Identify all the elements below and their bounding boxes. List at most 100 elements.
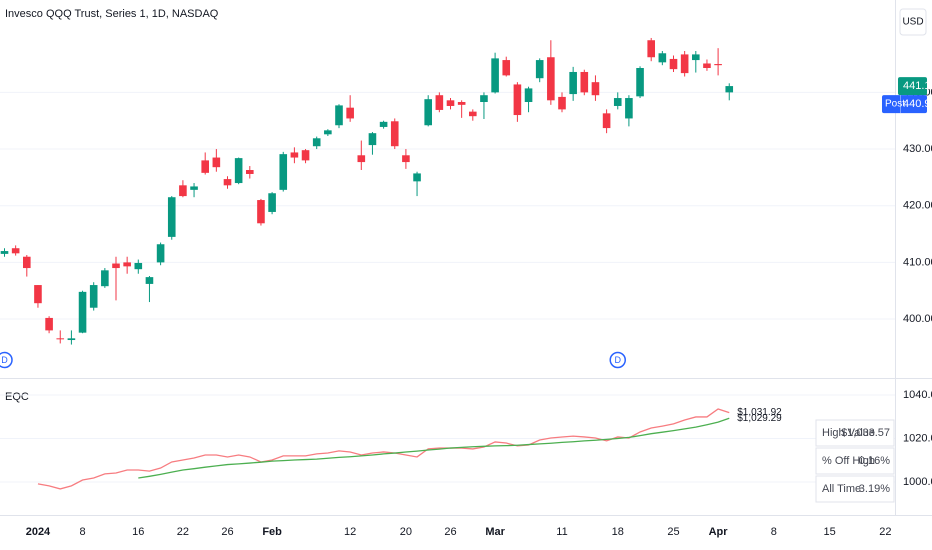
candle-body	[268, 193, 276, 212]
x-tick-label: 15	[823, 526, 835, 538]
end-label: $1,029.29	[737, 413, 782, 424]
dividend-label: D	[1, 355, 8, 365]
stats-value: 3.19%	[859, 483, 890, 495]
x-tick-label: 11	[556, 526, 567, 538]
candle-body	[346, 107, 354, 119]
candle-body	[67, 338, 76, 341]
candle-body	[212, 157, 221, 168]
candle-body	[390, 121, 399, 147]
candle-body	[201, 160, 209, 173]
candle-body	[435, 95, 444, 110]
candle-body	[714, 64, 722, 66]
end-label: $1,031.92	[737, 407, 782, 418]
candle-body	[625, 98, 633, 119]
price-mark-value: 441.11	[903, 80, 932, 92]
dividend-label: D	[615, 355, 622, 365]
candle-body	[179, 185, 187, 197]
x-tick-label: 26	[221, 526, 233, 538]
candle-body	[446, 100, 455, 106]
candle-body	[89, 285, 98, 308]
stats-value: 0.16%	[859, 455, 890, 467]
price-mark-label: Post	[885, 99, 905, 110]
candle-body	[134, 262, 143, 270]
candle-body	[223, 179, 232, 186]
candle-body	[145, 277, 154, 284]
x-tick-label: 22	[177, 526, 189, 538]
eqc-line	[138, 417, 730, 479]
price-mark-box	[898, 77, 927, 96]
y-tick-label: 410.00	[903, 256, 932, 268]
candle-body	[123, 262, 131, 267]
candle-body	[692, 54, 700, 61]
x-tick-label: 18	[612, 526, 624, 538]
stats-key: % Off High	[822, 455, 875, 467]
x-tick-label: 2024	[26, 526, 51, 538]
candle-body	[480, 95, 488, 103]
candle-body	[156, 244, 165, 263]
candle-body	[290, 152, 299, 158]
candle-body	[513, 84, 522, 116]
candle-body	[725, 86, 734, 93]
candle-body	[491, 58, 499, 93]
candle-body	[413, 173, 421, 182]
candle-body	[402, 155, 410, 163]
candle-body	[11, 248, 20, 254]
candle-body	[424, 99, 432, 126]
candle-body	[234, 158, 243, 184]
x-tick-label: 20	[400, 526, 412, 538]
candle-body	[167, 197, 176, 237]
candle-body	[457, 102, 466, 105]
x-tick-label: 22	[879, 526, 891, 538]
candle-body	[602, 113, 611, 129]
price-mark-value: 440.99	[903, 98, 932, 110]
candle-body	[335, 105, 343, 126]
stats-row	[815, 475, 895, 503]
y-tick-label: 420.00	[903, 200, 932, 212]
currency-button[interactable]	[899, 8, 927, 36]
candle-body	[569, 71, 577, 95]
candle-body	[636, 68, 644, 97]
candle-body	[669, 58, 678, 70]
y-tick-label: 1040.00	[903, 389, 932, 401]
candle-body	[379, 121, 388, 127]
candle-body	[591, 82, 600, 96]
stats-row	[815, 447, 895, 475]
candle-body	[535, 60, 544, 79]
x-tick-label: 25	[667, 526, 679, 538]
dividend-marker	[0, 351, 13, 369]
candle-body	[78, 291, 87, 333]
x-tick-label: 8	[79, 526, 85, 538]
x-tick-label: 26	[444, 526, 456, 538]
price-mark-box	[882, 95, 927, 114]
candle-body	[246, 170, 254, 174]
candle-body	[613, 98, 622, 106]
x-tick-label: 16	[132, 526, 144, 538]
x-tick-label: Apr	[709, 526, 729, 538]
candle-body	[301, 150, 310, 161]
candle-body	[34, 285, 42, 304]
candle-body	[469, 111, 477, 117]
candle-body	[101, 270, 109, 287]
candle-body	[368, 133, 377, 146]
candle-body	[112, 263, 120, 269]
candle-body	[558, 96, 566, 110]
stats-key: High Value	[822, 427, 875, 439]
candle-body	[680, 54, 689, 74]
y-tick-label: 400.00	[903, 313, 932, 325]
stats-value: $1,033.57	[841, 427, 890, 439]
currency-label[interactable]: USD	[902, 17, 923, 28]
candle-body	[658, 53, 667, 63]
stats-row	[815, 419, 895, 447]
indicator-title: EQC	[5, 391, 29, 403]
x-tick-label: Mar	[485, 526, 505, 538]
candle-body	[580, 71, 589, 93]
candle-body	[23, 256, 31, 269]
candle-body	[357, 155, 366, 163]
candle-body	[279, 154, 288, 190]
candle-body	[312, 138, 321, 147]
candle-body	[257, 200, 265, 224]
